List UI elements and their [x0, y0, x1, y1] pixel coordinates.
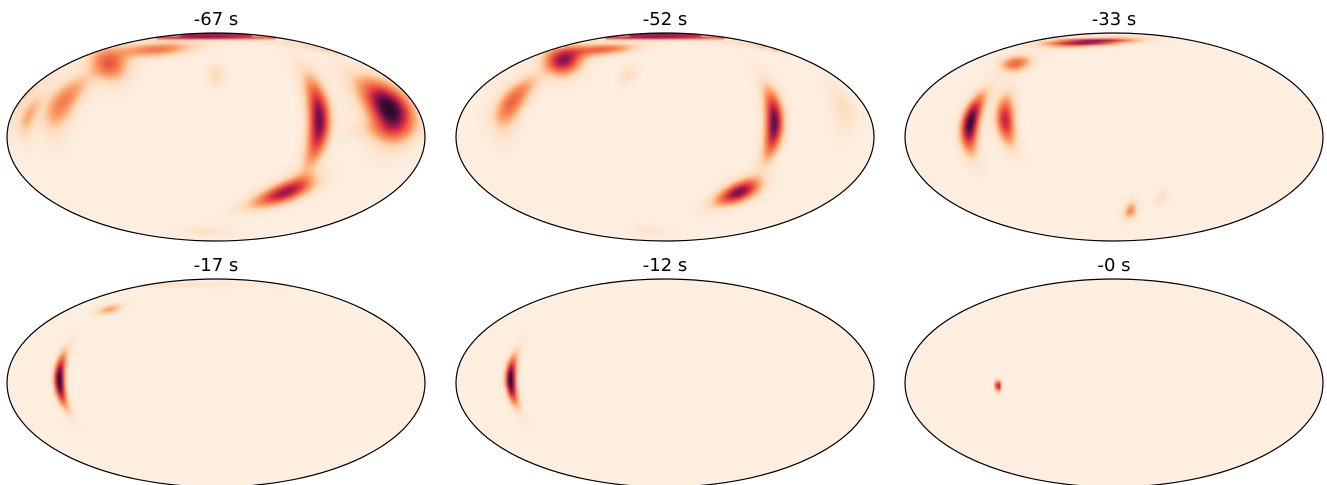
- sky-map-panel: -17 s: [6, 255, 426, 485]
- sky-map-panel: -0 s: [904, 255, 1324, 485]
- sky-probability-heatmap: [905, 33, 1323, 241]
- panel-title: -67 s: [194, 9, 239, 30]
- panel-title: -12 s: [643, 255, 688, 276]
- sky-map-outline: [455, 32, 875, 242]
- sky-map-panel: -52 s: [455, 9, 875, 242]
- sky-probability-heatmap: [7, 279, 425, 485]
- sky-map-outline: [6, 278, 426, 485]
- sky-map-panel: -67 s: [6, 9, 426, 242]
- panel-title: -52 s: [643, 9, 688, 30]
- sky-probability-heatmap: [456, 279, 874, 485]
- sky-map-panel: -33 s: [904, 9, 1324, 242]
- panel-title: -33 s: [1092, 9, 1137, 30]
- sky-map-outline: [904, 32, 1324, 242]
- panel-title: -0 s: [1097, 255, 1130, 276]
- sky-map-panel: -12 s: [455, 255, 875, 485]
- sky-map-outline: [904, 278, 1324, 485]
- panel-title: -17 s: [194, 255, 239, 276]
- sky-probability-heatmap: [456, 33, 874, 241]
- sky-map-outline: [455, 278, 875, 485]
- sky-probability-heatmap: [7, 33, 425, 241]
- sky-probability-heatmap: [905, 279, 1323, 485]
- sky-map-outline: [6, 32, 426, 242]
